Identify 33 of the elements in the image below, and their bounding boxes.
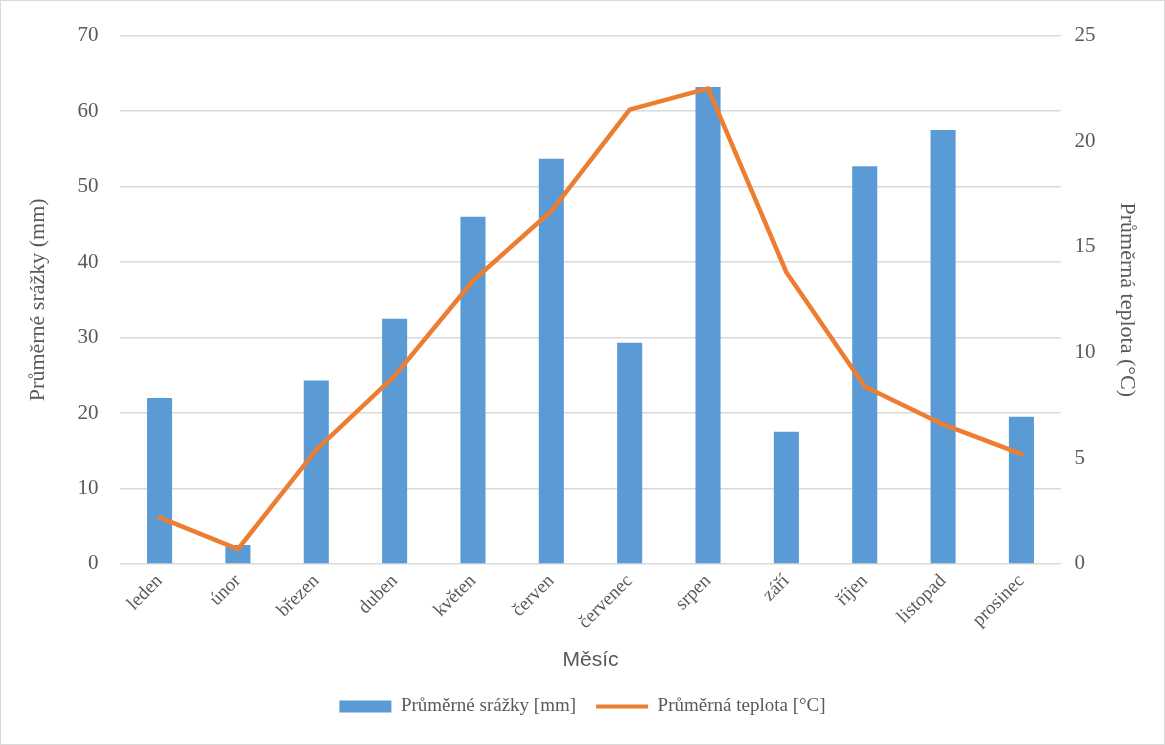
- y-tick-label: 20: [77, 399, 99, 424]
- legend-label: Průměrná teplota [°C]: [657, 694, 826, 716]
- y2-tick-label: 10: [1074, 339, 1096, 364]
- bar: [538, 158, 564, 564]
- y2-tick-label: 25: [1074, 22, 1096, 47]
- y-tick-label: 10: [77, 474, 99, 499]
- bar: [773, 431, 799, 564]
- bar: [382, 318, 408, 564]
- y2-tick-label: 15: [1074, 233, 1096, 258]
- x-axis-title: Měsíc: [562, 647, 619, 671]
- x-tick-label: říjen: [831, 569, 872, 609]
- y2-axis-title: Průměrná teplota (°C): [1116, 202, 1142, 398]
- y-tick-label: 50: [77, 173, 99, 198]
- bar: [1008, 416, 1034, 564]
- y-tick-label: 60: [77, 97, 99, 122]
- legend-label: Průměrné srážky [mm]: [400, 694, 577, 716]
- bar: [930, 129, 956, 564]
- x-tick-label: únor: [204, 569, 245, 609]
- y-axis-title: Průměrné srážky (mm): [23, 198, 49, 402]
- y-tick-label: 40: [77, 248, 99, 273]
- x-tick-label: září: [757, 569, 794, 605]
- bar: [617, 342, 643, 564]
- bar: [147, 397, 173, 564]
- bar: [852, 166, 878, 564]
- y-tick-label: 70: [77, 22, 99, 47]
- y2-tick-label: 20: [1074, 127, 1096, 152]
- bar: [303, 380, 329, 564]
- y2-tick-label: 5: [1074, 444, 1086, 469]
- y2-tick-label: 0: [1074, 550, 1086, 575]
- bar: [460, 216, 486, 564]
- bar: [695, 86, 721, 564]
- y-tick-label: 30: [77, 324, 99, 349]
- y-tick-label: 0: [87, 550, 99, 575]
